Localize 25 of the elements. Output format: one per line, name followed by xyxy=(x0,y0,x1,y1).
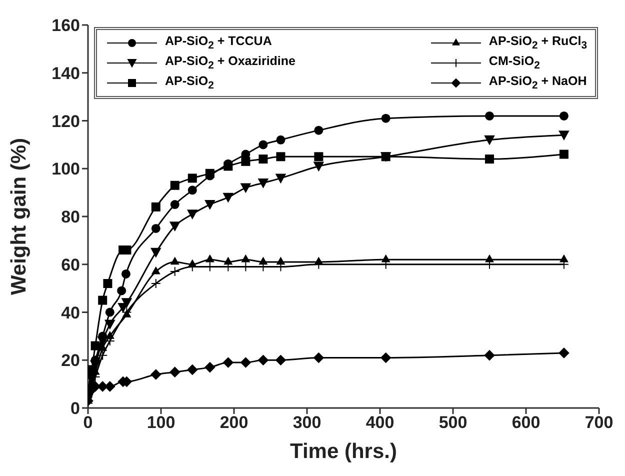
legend-label: AP-SiO$_{2}$ + RuCl$_{3}$ xyxy=(488,34,587,52)
x-tick-label: 100 xyxy=(146,413,176,432)
y-tick-label: 140 xyxy=(52,64,80,83)
y-tick-label: 20 xyxy=(61,351,80,370)
y-tick-label: 0 xyxy=(70,399,80,418)
x-tick-label: 0 xyxy=(83,413,93,432)
y-axis-title: Weight gain (%) xyxy=(7,138,30,296)
legend-label: AP-SiO$_{2}$ + Oxaziridine xyxy=(165,54,296,72)
x-axis-title: Time (hrs.) xyxy=(290,440,397,463)
legend-label: AP-SiO$_{2}$ + NaOH xyxy=(488,74,587,92)
x-tick-label: 500 xyxy=(438,413,468,432)
legend-label: AP-SiO$_{2}$ xyxy=(165,74,214,92)
legend-label: AP-SiO$_{2}$ + TCCUA xyxy=(165,34,272,52)
legend-label: CM-SiO$_{2}$ xyxy=(488,54,540,72)
x-tick-label: 700 xyxy=(584,413,614,432)
y-tick-label: 60 xyxy=(61,255,80,274)
x-tick-label: 200 xyxy=(220,413,248,432)
x-tick-label: 300 xyxy=(292,413,322,432)
x-tick-label: 600 xyxy=(512,413,540,432)
y-tick-label: 120 xyxy=(52,112,80,131)
y-tick-label: 80 xyxy=(61,208,80,227)
y-tick-label: 40 xyxy=(61,303,80,322)
y-tick-label: 100 xyxy=(52,160,80,179)
x-tick-label: 400 xyxy=(366,413,394,432)
y-tick-label: 160 xyxy=(52,16,80,36)
